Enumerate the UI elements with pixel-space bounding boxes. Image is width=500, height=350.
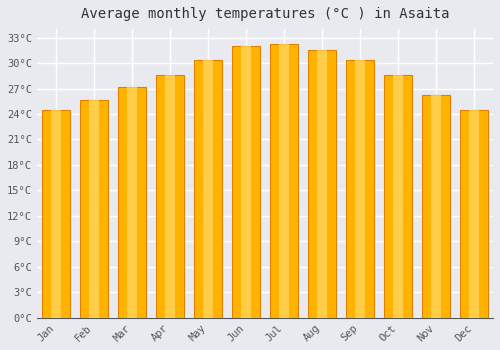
Bar — [118, 87, 146, 318]
Bar — [80, 100, 108, 318]
Bar — [127, 87, 137, 318]
Bar — [346, 61, 374, 318]
Bar — [232, 46, 260, 318]
Bar — [51, 110, 61, 318]
Bar — [469, 110, 479, 318]
Bar — [317, 50, 327, 318]
Bar — [422, 95, 450, 318]
Bar — [194, 61, 222, 318]
Title: Average monthly temperatures (°C ) in Asaita: Average monthly temperatures (°C ) in As… — [80, 7, 449, 21]
Bar — [279, 44, 289, 318]
Bar — [431, 95, 441, 318]
Bar — [460, 110, 488, 318]
Bar — [42, 110, 70, 318]
Bar — [156, 75, 184, 318]
Bar — [89, 100, 99, 318]
Bar — [384, 75, 412, 318]
Bar — [165, 75, 175, 318]
Bar — [241, 46, 251, 318]
Bar — [203, 61, 213, 318]
Bar — [393, 75, 403, 318]
Bar — [308, 50, 336, 318]
Bar — [270, 44, 298, 318]
Bar — [355, 61, 365, 318]
